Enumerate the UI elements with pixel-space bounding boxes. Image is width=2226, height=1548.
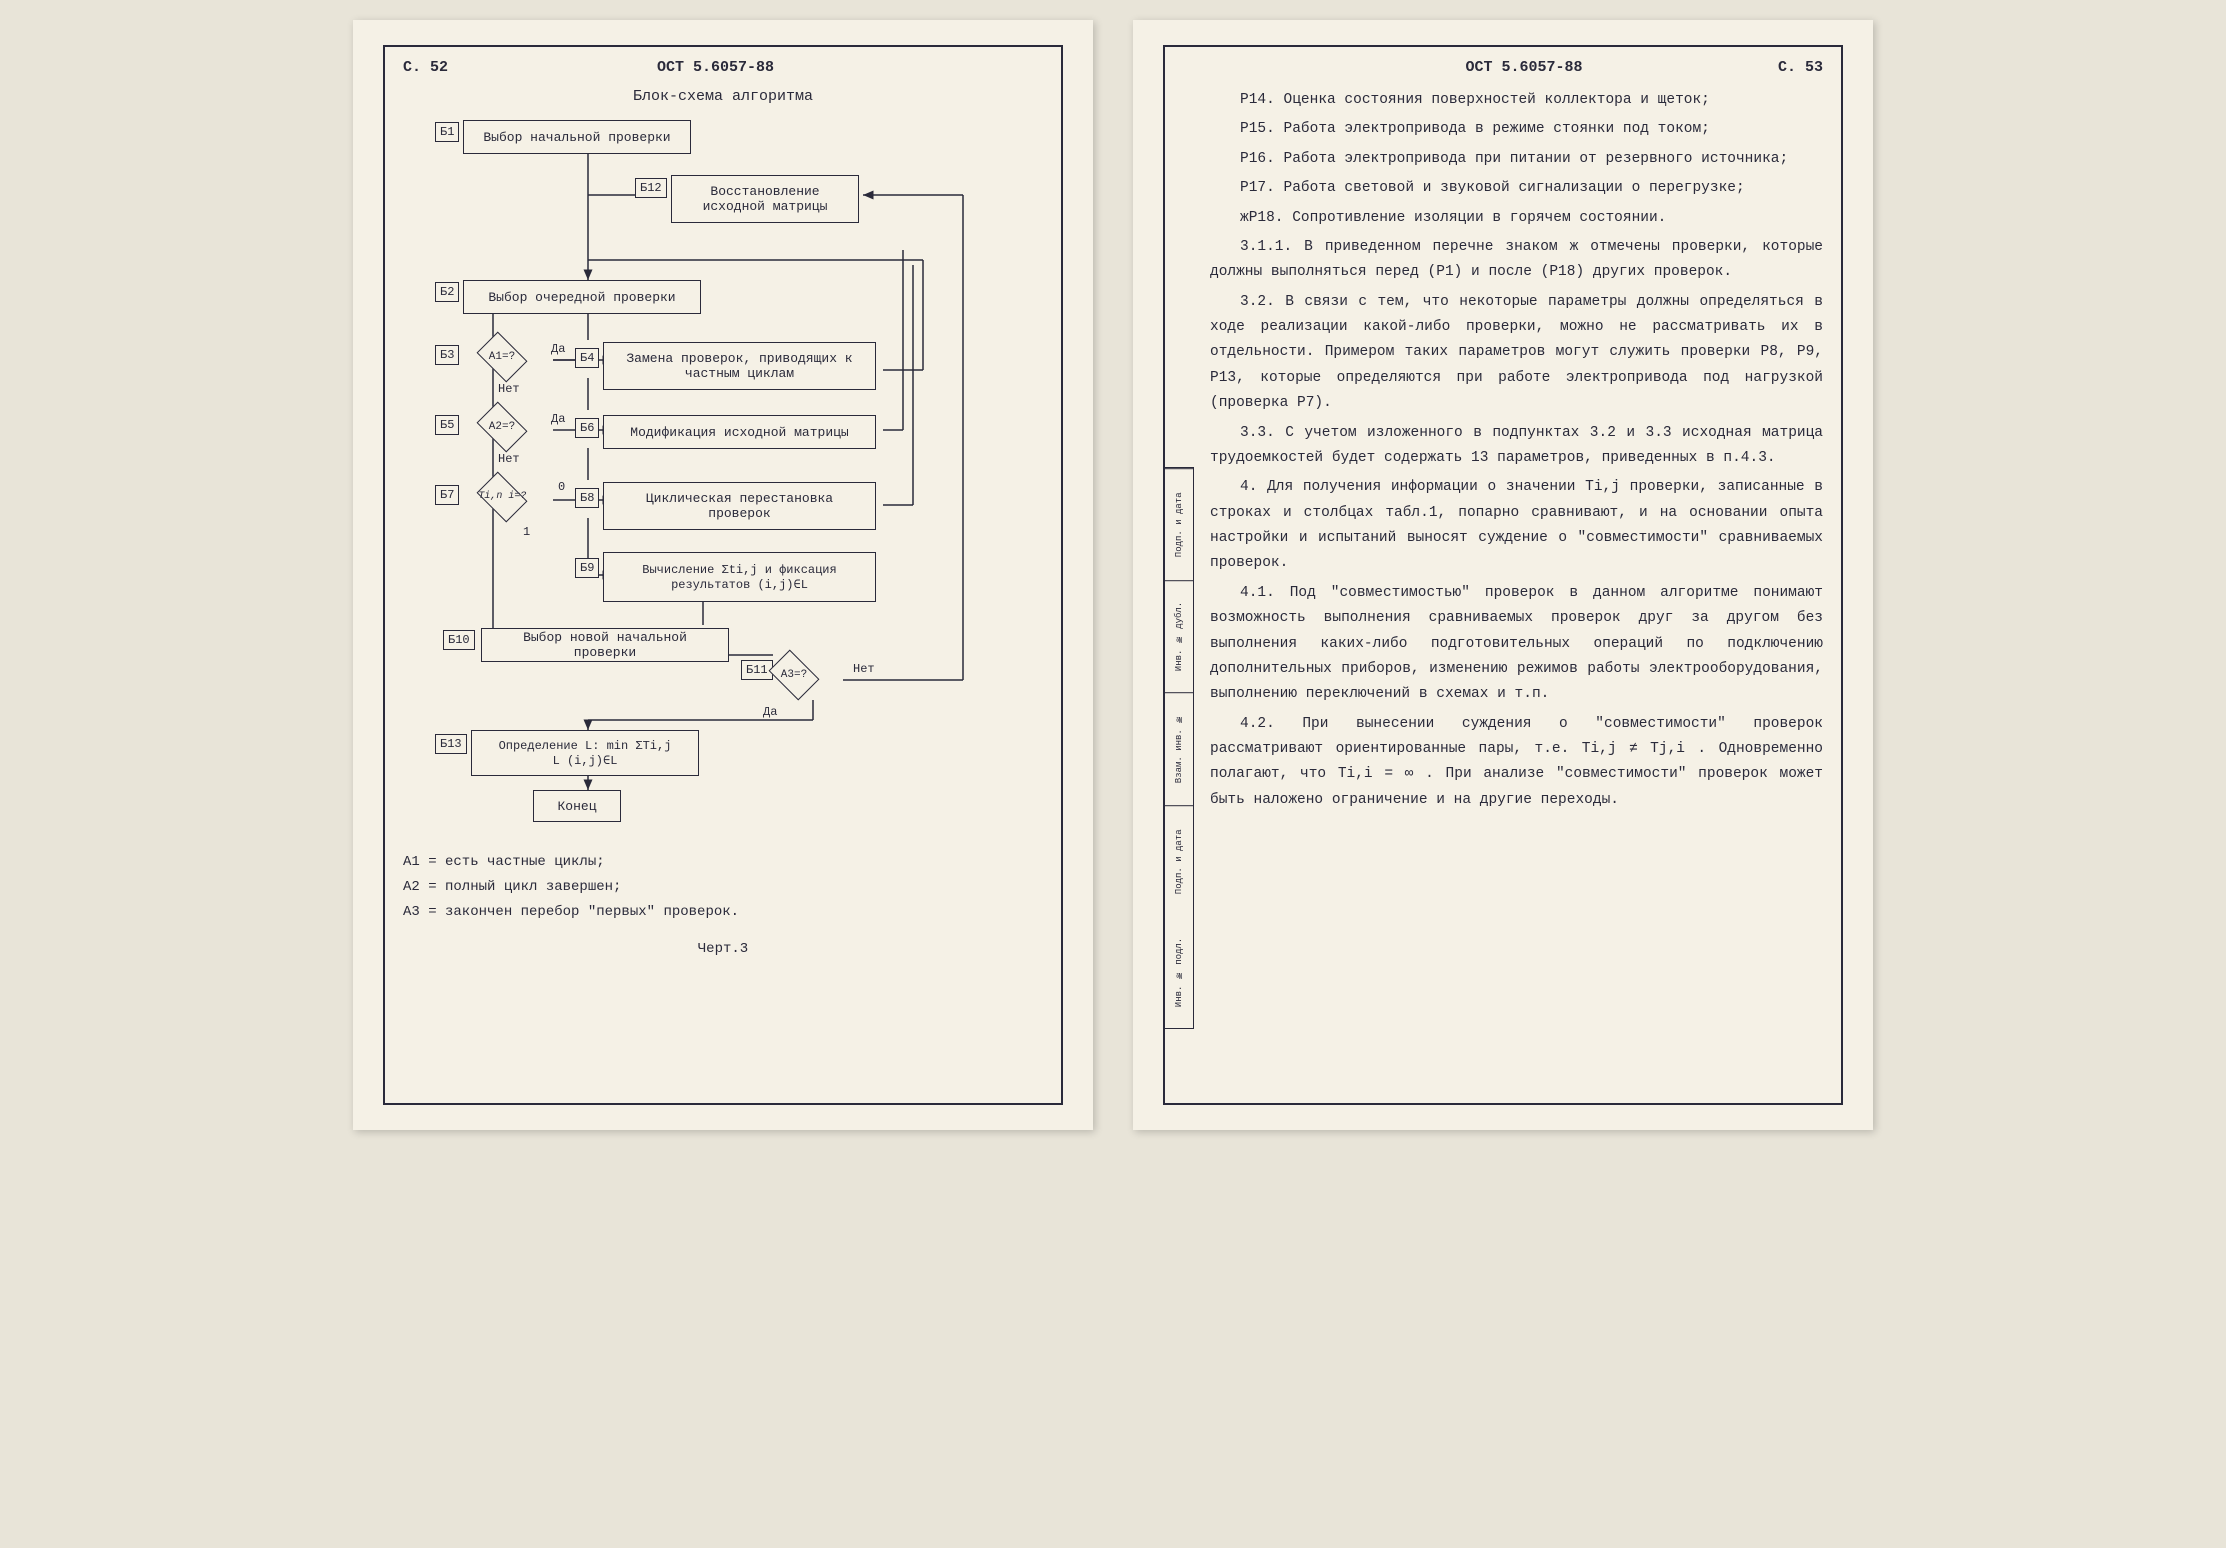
- label-b5: Б5: [435, 415, 459, 435]
- tab-4: Подп. и дата: [1165, 805, 1193, 917]
- p17: Р17. Работа световой и звуковой сигнализ…: [1210, 176, 1823, 201]
- block-b4: Замена проверок, приводящих к частным ци…: [603, 342, 876, 390]
- edge-net-3: Нет: [853, 662, 875, 676]
- legend-a1: А1 = есть частные циклы;: [403, 850, 1043, 875]
- block-b13: Определение L: min ΣTi,j L (i,j)∈L: [471, 730, 699, 776]
- diamond-b7: Ti,n i=?: [477, 472, 528, 523]
- side-tabs: Подп. и дата Инв. № дубл. Взам. инв. № П…: [1164, 467, 1194, 1029]
- label-b6: Б6: [575, 418, 599, 438]
- edge-da-3: Да: [763, 705, 777, 719]
- block-b10: Выбор новой начальной проверки: [481, 628, 729, 662]
- block-b1: Выбор начальной проверки: [463, 120, 691, 154]
- page-num-right: С. 53: [1778, 59, 1823, 76]
- p15: Р15. Работа электропривода в режиме стоя…: [1210, 117, 1823, 142]
- page-right: Подп. и дата Инв. № дубл. Взам. инв. № П…: [1133, 20, 1873, 1130]
- s41: 4.1. Под "совместимостью" проверок в дан…: [1210, 581, 1823, 708]
- label-b2: Б2: [435, 282, 459, 302]
- label-b13: Б13: [435, 734, 467, 754]
- header-right: ОСТ 5.6057-88 С. 53: [1210, 59, 1823, 76]
- label-b12: Б12: [635, 178, 667, 198]
- s33: 3.3. С учетом изложенного в подпунктах 3…: [1210, 421, 1823, 472]
- chert-label: Черт.3: [403, 941, 1043, 957]
- p14: Р14. Оценка состояния поверхностей колле…: [1210, 88, 1823, 113]
- label-b7: Б7: [435, 485, 459, 505]
- flowchart-title: Блок-схема алгоритма: [403, 88, 1043, 105]
- edge-zero: 0: [558, 480, 565, 494]
- s311: 3.1.1. В приведенном перечне знаком ж от…: [1210, 235, 1823, 286]
- label-b10: Б10: [443, 630, 475, 650]
- block-b2: Выбор очередной проверки: [463, 280, 701, 314]
- edge-net-2: Нет: [498, 452, 520, 466]
- p18: жР18. Сопротивление изоляции в горячем с…: [1210, 206, 1823, 231]
- edge-da-2: Да: [551, 412, 565, 426]
- block-b8: Циклическая перестановка проверок: [603, 482, 876, 530]
- tab-3: Взам. инв. №: [1165, 692, 1193, 804]
- diamond-b11: А3=?: [769, 650, 820, 701]
- label-b3: Б3: [435, 345, 459, 365]
- diamond-b3: А1=?: [477, 332, 528, 383]
- tab-2: Инв. № дубл.: [1165, 580, 1193, 692]
- block-b12: Восстановление исходной матрицы: [671, 175, 859, 223]
- doc-code: ОСТ 5.6057-88: [657, 59, 774, 76]
- p16: Р16. Работа электропривода при питании о…: [1210, 147, 1823, 172]
- flowchart: Б1 Выбор начальной проверки Б12 Восстано…: [403, 120, 1043, 830]
- block-b6: Модификация исходной матрицы: [603, 415, 876, 449]
- label-b9: Б9: [575, 558, 599, 578]
- diamond-b5: А2=?: [477, 402, 528, 453]
- edge-one: 1: [523, 525, 530, 539]
- s4: 4. Для получения информации о значении T…: [1210, 475, 1823, 577]
- doc-code-right: ОСТ 5.6057-88: [1465, 59, 1582, 76]
- s42: 4.2. При вынесении суждения о "совместим…: [1210, 712, 1823, 814]
- label-b1: Б1: [435, 122, 459, 142]
- page-num: С. 52: [403, 59, 448, 76]
- label-b8: Б8: [575, 488, 599, 508]
- block-end: Конец: [533, 790, 621, 822]
- legend-a2: А2 = полный цикл завершен;: [403, 875, 1043, 900]
- page-border: С. 52 ОСТ 5.6057-88 Блок-схема алгоритма: [383, 45, 1063, 1105]
- block-b9: Вычисление Σti,j и фиксация результатов …: [603, 552, 876, 602]
- s32: 3.2. В связи с тем, что некоторые параме…: [1210, 290, 1823, 417]
- legend: А1 = есть частные циклы; А2 = полный цик…: [403, 850, 1043, 926]
- edge-net-1: Нет: [498, 382, 520, 396]
- body-text: Р14. Оценка состояния поверхностей колле…: [1210, 88, 1823, 813]
- header-left: С. 52 ОСТ 5.6057-88: [403, 59, 1043, 76]
- edge-da-1: Да: [551, 342, 565, 356]
- page-left: С. 52 ОСТ 5.6057-88 Блок-схема алгоритма: [353, 20, 1093, 1130]
- label-b4: Б4: [575, 348, 599, 368]
- page-border-right: Подп. и дата Инв. № дубл. Взам. инв. № П…: [1163, 45, 1843, 1105]
- legend-a3: А3 = закончен перебор "первых" проверок.: [403, 900, 1043, 925]
- tab-5: Инв. № подл.: [1165, 917, 1193, 1028]
- tab-1: Подп. и дата: [1165, 468, 1193, 580]
